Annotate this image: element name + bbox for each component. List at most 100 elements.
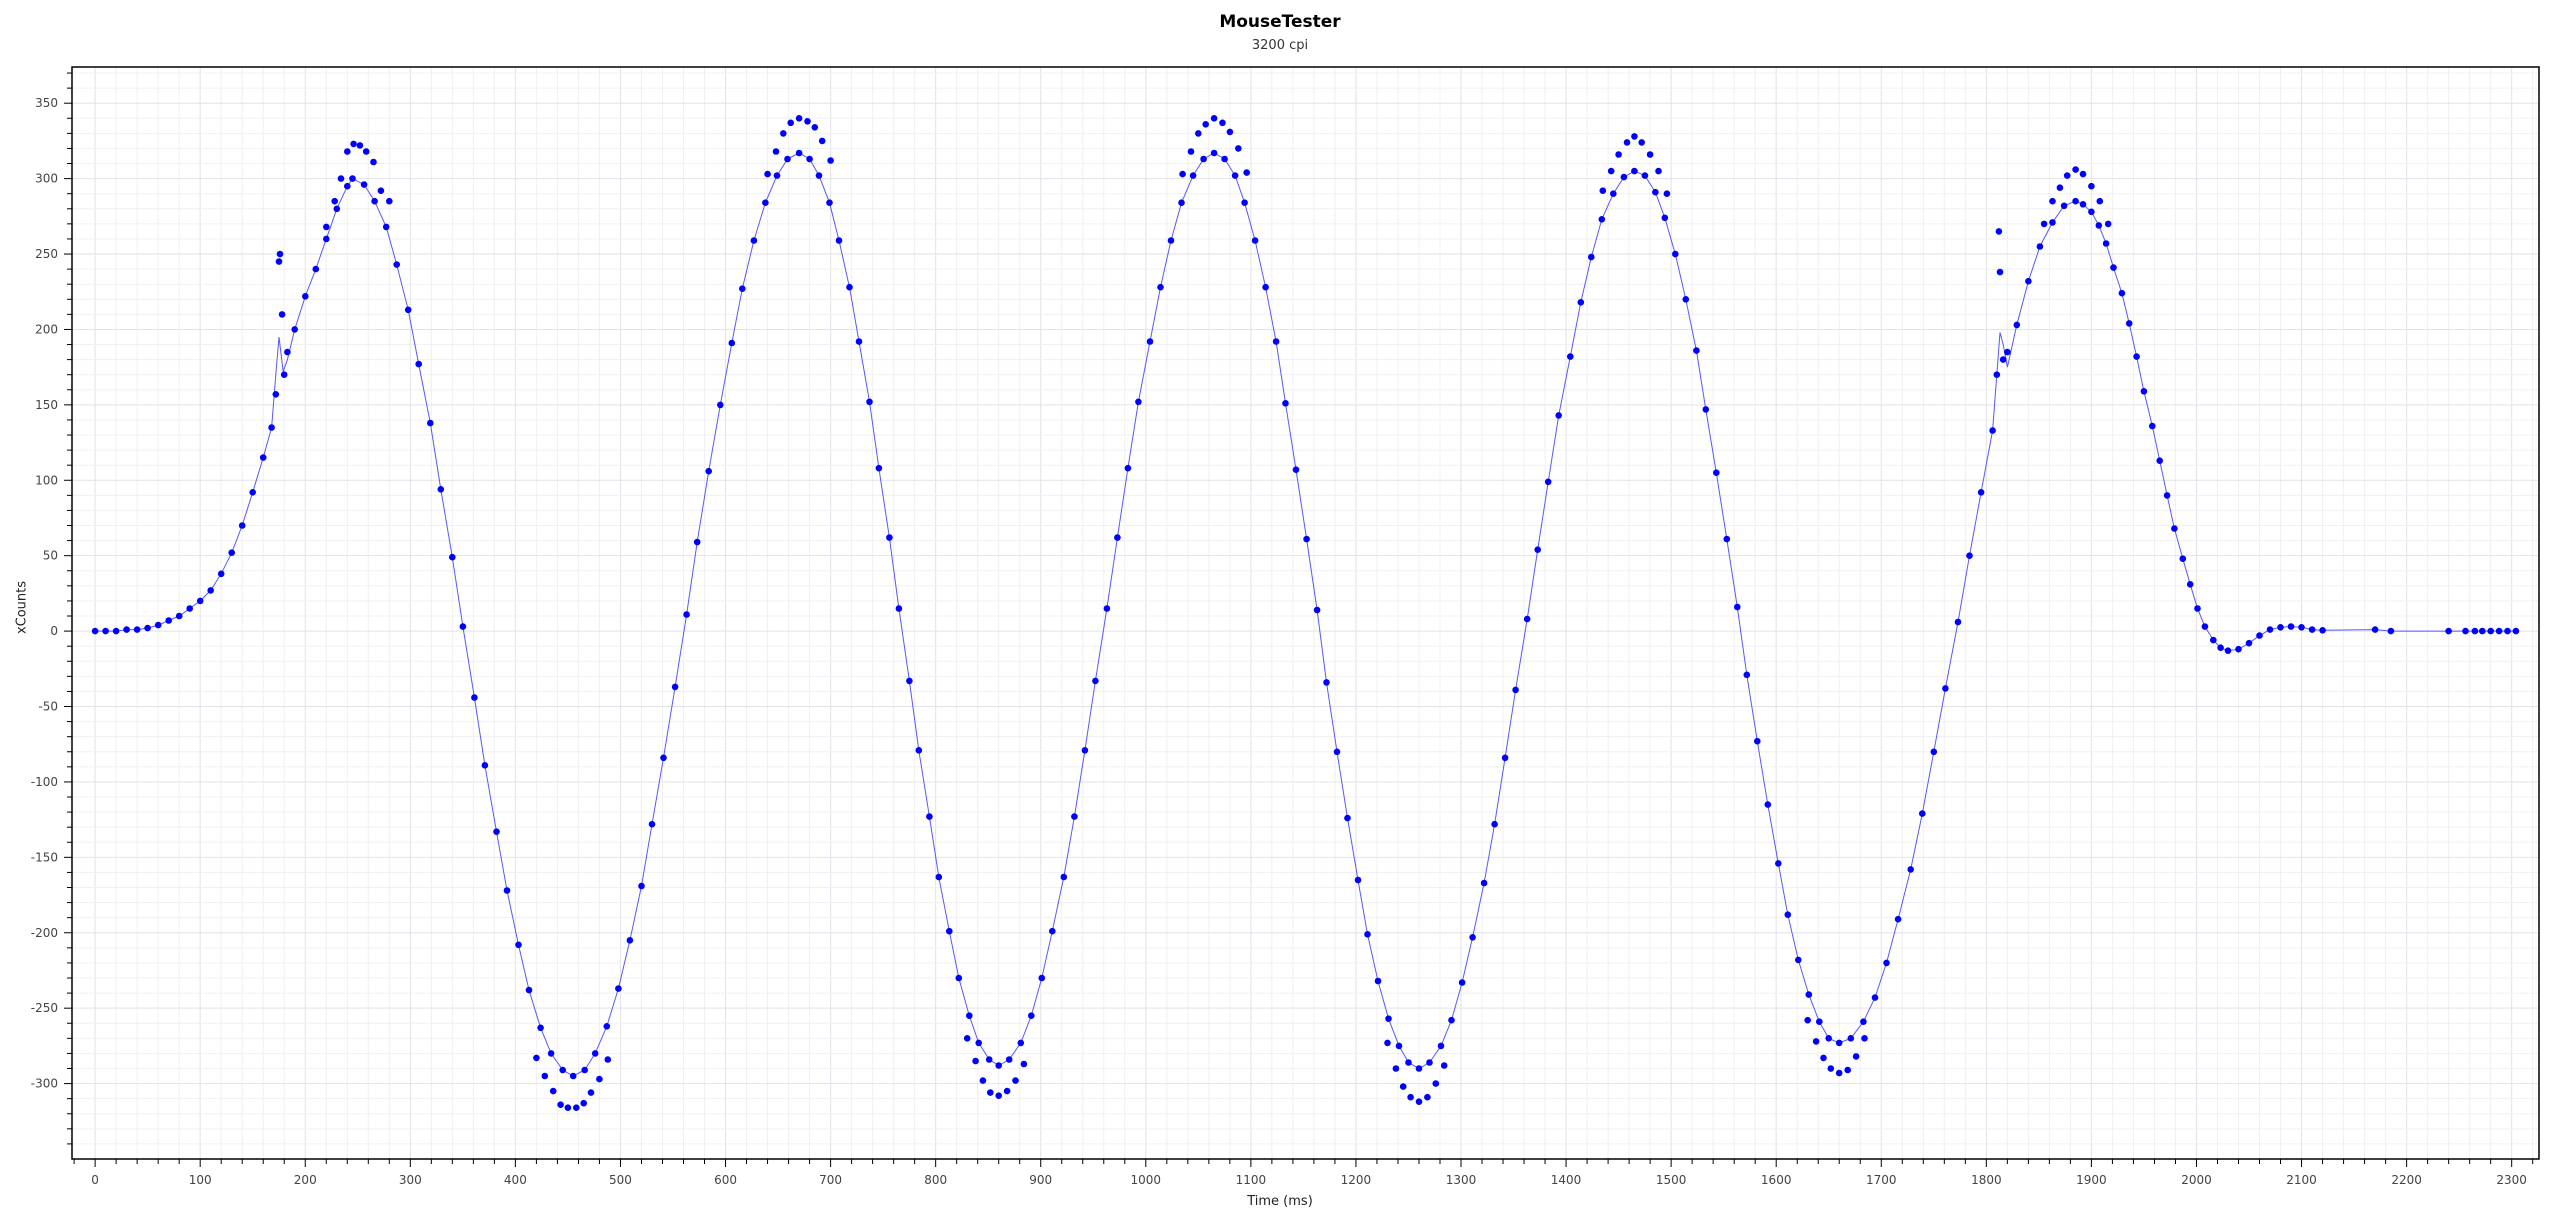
y-tick-label: 350 <box>35 96 58 110</box>
x-tick-label: 1300 <box>1446 1173 1477 1187</box>
data-point <box>2298 624 2305 631</box>
data-point <box>2462 627 2469 635</box>
data-point <box>196 597 204 605</box>
data-point <box>217 570 225 578</box>
data-point <box>2163 492 2171 499</box>
plot-frame <box>71 66 2540 1160</box>
data-point <box>955 974 963 982</box>
data-point <box>587 1089 595 1096</box>
x-tick-label: 1400 <box>1551 1173 1582 1187</box>
data-point <box>238 522 246 529</box>
x-tick-label: 1800 <box>1971 1173 2002 1187</box>
data-point <box>437 486 445 493</box>
data-point <box>2079 170 2087 178</box>
data-point <box>1827 1065 1835 1072</box>
x-tick-label: 800 <box>924 1173 947 1187</box>
data-point <box>1764 801 1772 808</box>
data-point <box>815 172 823 179</box>
data-point <box>963 1035 971 1042</box>
data-point <box>987 1089 994 1096</box>
data-point <box>603 1023 611 1030</box>
data-point <box>772 148 780 155</box>
data-point <box>671 683 679 691</box>
data-point <box>1966 552 1973 559</box>
data-point <box>2072 197 2079 205</box>
data-point <box>1241 199 1248 206</box>
data-point <box>2235 645 2242 653</box>
data-point <box>1333 748 1341 756</box>
data-point <box>1723 535 1731 543</box>
y-tick-label: -150 <box>31 850 58 864</box>
data-point <box>1977 489 1985 496</box>
data-point <box>1469 934 1476 941</box>
data-point <box>1344 814 1351 822</box>
data-point <box>1071 813 1078 820</box>
data-point <box>1399 1083 1407 1090</box>
data-point <box>360 181 368 188</box>
data-point <box>580 1099 587 1107</box>
data-point <box>1599 187 1607 194</box>
data-point <box>683 611 690 618</box>
data-point <box>975 1039 982 1047</box>
data-point <box>1942 685 1949 692</box>
data-point <box>1012 1077 1019 1084</box>
data-point <box>739 285 746 293</box>
data-point <box>102 627 109 635</box>
y-tick-label: 50 <box>43 549 58 563</box>
data-point <box>2319 627 2326 634</box>
data-point <box>1623 139 1631 146</box>
data-point <box>804 118 811 125</box>
data-point <box>2495 627 2503 635</box>
data-point <box>481 762 489 769</box>
data-point <box>1825 1035 1832 1042</box>
y-tick-label: -100 <box>31 775 58 789</box>
data-point <box>2060 202 2068 210</box>
data-point <box>1702 406 1710 413</box>
data-point <box>806 155 813 163</box>
data-point <box>1663 190 1671 197</box>
data-point <box>1954 618 1962 626</box>
data-point <box>1415 1098 1423 1105</box>
data-point <box>2308 626 2316 633</box>
data-point <box>1448 1016 1455 1024</box>
data-point <box>1202 121 1209 128</box>
data-point <box>1405 1059 1412 1066</box>
data-point <box>323 223 330 231</box>
y-axis-label: xCounts <box>14 580 30 635</box>
data-point <box>284 348 291 356</box>
data-point <box>1795 956 1802 964</box>
data-point <box>1210 149 1218 157</box>
data-point <box>569 1072 577 1080</box>
data-point <box>835 237 843 244</box>
data-point <box>344 148 351 155</box>
data-point <box>1262 283 1269 291</box>
data-point <box>2049 219 2056 226</box>
data-point <box>2095 222 2103 229</box>
data-point <box>1883 959 1890 967</box>
data-point <box>1195 130 1202 137</box>
data-point <box>1607 167 1615 175</box>
data-point <box>1415 1065 1423 1072</box>
data-point <box>1384 1039 1391 1047</box>
data-point <box>762 199 769 206</box>
data-point <box>1272 338 1280 345</box>
data-point <box>123 626 130 633</box>
data-point <box>1555 412 1562 419</box>
data-point <box>1852 1053 1860 1060</box>
data-point <box>1282 400 1289 407</box>
data-point <box>1364 931 1371 938</box>
data-point <box>323 235 330 243</box>
data-point <box>811 124 819 131</box>
data-point <box>1512 686 1519 694</box>
data-point <box>1620 173 1628 181</box>
data-point <box>2096 197 2104 205</box>
data-point <box>1993 371 2001 379</box>
data-point <box>259 454 267 461</box>
data-point <box>573 1104 580 1111</box>
data-point <box>1544 478 1552 486</box>
data-point <box>525 986 533 994</box>
data-point <box>2072 166 2079 173</box>
data-point <box>985 1056 993 1063</box>
data-point <box>1682 296 1690 303</box>
data-point <box>268 424 275 431</box>
